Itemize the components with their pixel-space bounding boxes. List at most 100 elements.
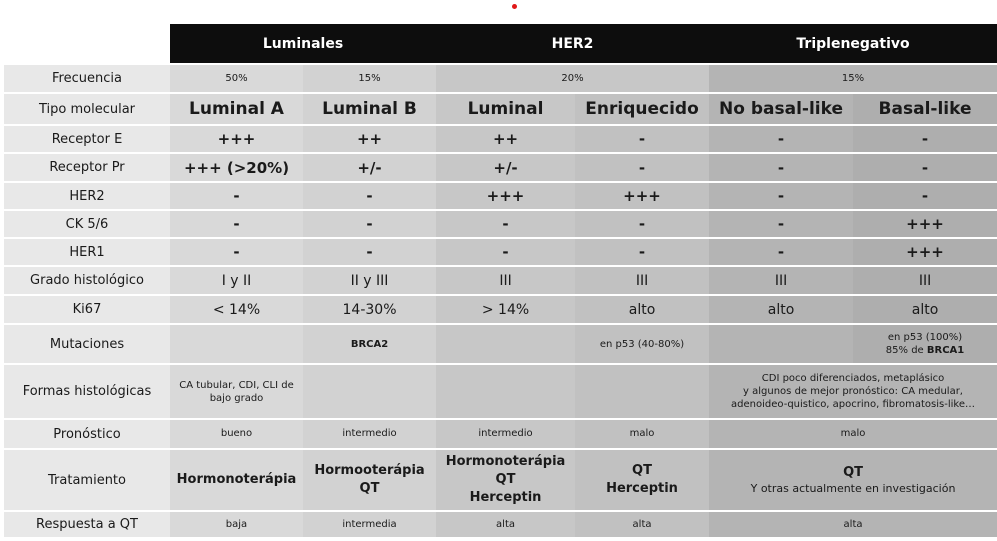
group-triplenegativo: Triplenegativo bbox=[709, 24, 997, 63]
cell-tratamiento-her2-enriquecido: QT Herceptin bbox=[575, 450, 710, 510]
label-tratamiento: Tratamiento bbox=[4, 450, 170, 510]
cell: Enriquecido bbox=[575, 94, 710, 124]
cell: - bbox=[709, 211, 854, 237]
cell-tratamiento-her2-luminal: Hormonoterápia QT Herceptin bbox=[436, 450, 576, 510]
label-formas: Formas histológicas bbox=[4, 365, 170, 418]
label-mutaciones: Mutaciones bbox=[4, 325, 170, 363]
cell: - bbox=[303, 239, 437, 265]
row-respuesta: Respuesta a QT baja intermedia alta alta… bbox=[4, 512, 997, 537]
text-line: QT bbox=[359, 481, 380, 496]
cell: - bbox=[170, 211, 303, 237]
text-part: BRCA1 bbox=[926, 345, 965, 356]
cell: - bbox=[853, 126, 997, 152]
cell: III bbox=[575, 267, 710, 294]
text-line: QT bbox=[632, 463, 652, 478]
cell: - bbox=[709, 183, 854, 209]
row-ki67: Ki67 < 14% 14-30% > 14% alto alto alto bbox=[4, 296, 997, 323]
cell: 14-30% bbox=[303, 296, 437, 323]
row-her1: HER1 - - - - - +++ bbox=[4, 239, 997, 265]
row-formas: Formas histológicas CA tubular, CDI, CLI… bbox=[4, 365, 997, 418]
cell: - bbox=[853, 183, 997, 209]
cell-empty bbox=[575, 365, 710, 418]
text-line: CA tubular, CDI, CLI de bbox=[179, 379, 294, 391]
cell: en p53 (40-80%) bbox=[575, 325, 710, 363]
group-luminales: Luminales bbox=[170, 24, 437, 63]
header-blank bbox=[4, 24, 170, 63]
cell-mutaciones-basal: en p53 (100%) 85% de BRCA1 bbox=[853, 325, 997, 363]
cell: alto bbox=[709, 296, 854, 323]
cell: alta bbox=[436, 512, 576, 537]
cell: - bbox=[709, 239, 854, 265]
text-line: QT bbox=[843, 465, 863, 480]
cell: alto bbox=[853, 296, 997, 323]
cell-empty bbox=[436, 325, 576, 363]
text-line: y algunos de mejor pronóstico: CA medula… bbox=[743, 386, 963, 397]
cell: baja bbox=[170, 512, 303, 537]
row-receptor-pr: Receptor Pr +++ (>20%) +/- +/- - - - bbox=[4, 154, 997, 181]
cell-formas-triple: CDI poco diferenciados, metaplásico y al… bbox=[709, 365, 997, 418]
cell: No basal-like bbox=[709, 94, 854, 124]
label-ki67: Ki67 bbox=[4, 296, 170, 323]
cell: +/- bbox=[303, 154, 437, 181]
cell-empty bbox=[436, 365, 576, 418]
cell: - bbox=[853, 154, 997, 181]
header-row: Luminales HER2 Triplenegativo bbox=[4, 24, 997, 63]
row-grado: Grado histológico I y II II y III III II… bbox=[4, 267, 997, 294]
cell: - bbox=[303, 211, 437, 237]
cell: +++ bbox=[575, 183, 710, 209]
cell: alta bbox=[709, 512, 997, 537]
cell: 15% bbox=[303, 65, 437, 92]
text-line: Hormonoterápia bbox=[445, 454, 566, 469]
cell-tratamiento-luminal-b: Hormooterápia QT bbox=[303, 450, 437, 510]
cell: Luminal bbox=[436, 94, 576, 124]
label-frecuencia: Frecuencia bbox=[4, 65, 170, 92]
cell: intermedio bbox=[303, 420, 437, 448]
cell-empty bbox=[709, 325, 854, 363]
cell: III bbox=[709, 267, 854, 294]
row-mutaciones: Mutaciones BRCA2 en p53 (40-80%) en p53 … bbox=[4, 325, 997, 363]
cell: +/- bbox=[436, 154, 576, 181]
cell: +++ bbox=[853, 239, 997, 265]
cell: malo bbox=[575, 420, 710, 448]
cell: III bbox=[436, 267, 576, 294]
cell: ++ bbox=[303, 126, 437, 152]
cell-empty bbox=[170, 325, 303, 363]
cell: Basal-like bbox=[853, 94, 997, 124]
label-receptor-e: Receptor E bbox=[4, 126, 170, 152]
cell: alta bbox=[575, 512, 710, 537]
cell: - bbox=[170, 239, 303, 265]
label-her2: HER2 bbox=[4, 183, 170, 209]
cell: - bbox=[709, 154, 854, 181]
cell-empty bbox=[303, 365, 437, 418]
cell: ++ bbox=[436, 126, 576, 152]
text-line: Herceptin bbox=[606, 481, 678, 496]
cell: III bbox=[853, 267, 997, 294]
cell: +++ bbox=[170, 126, 303, 152]
cell: > 14% bbox=[436, 296, 576, 323]
cell: 50% bbox=[170, 65, 303, 92]
text-line: bajo grado bbox=[209, 392, 264, 404]
breast-cancer-subtypes-table: Luminales HER2 Triplenegativo Frecuencia… bbox=[4, 22, 997, 539]
text-line: QT bbox=[495, 472, 516, 487]
cell: Hormonoterápia bbox=[170, 450, 303, 510]
label-pronostico: Pronóstico bbox=[4, 420, 170, 448]
group-her2: HER2 bbox=[436, 24, 710, 63]
cell: +++ bbox=[853, 211, 997, 237]
label-tipo-molecular: Tipo molecular bbox=[4, 94, 170, 124]
text-line: 85% de BRCA1 bbox=[856, 344, 994, 357]
cell: malo bbox=[709, 420, 997, 448]
text-line: Herceptin bbox=[469, 490, 542, 505]
label-receptor-pr: Receptor Pr bbox=[4, 154, 170, 181]
text-line: en p53 (100%) bbox=[887, 332, 963, 343]
cell: Luminal B bbox=[303, 94, 437, 124]
label-grado: Grado histológico bbox=[4, 267, 170, 294]
row-receptor-e: Receptor E +++ ++ ++ - - - bbox=[4, 126, 997, 152]
cell: - bbox=[303, 183, 437, 209]
row-tipo-molecular: Tipo molecular Luminal A Luminal B Lumin… bbox=[4, 94, 997, 124]
cell: - bbox=[170, 183, 303, 209]
cell: < 14% bbox=[170, 296, 303, 323]
cell: II y III bbox=[303, 267, 437, 294]
cell: - bbox=[436, 211, 576, 237]
row-her2: HER2 - - +++ +++ - - bbox=[4, 183, 997, 209]
cell-formas-luminal-a: CA tubular, CDI, CLI de bajo grado bbox=[170, 365, 303, 418]
